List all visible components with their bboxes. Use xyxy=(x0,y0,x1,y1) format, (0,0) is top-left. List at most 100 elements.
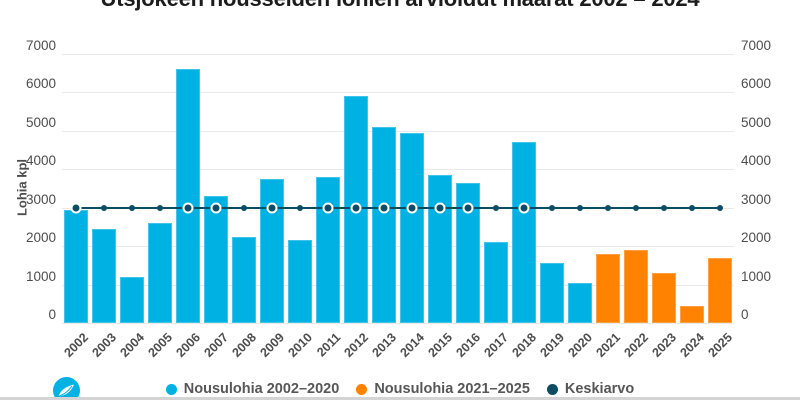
x-tick-label: 2013 xyxy=(369,330,400,360)
y-tick-label: 0 xyxy=(48,307,56,322)
bar-2004 xyxy=(120,276,144,323)
gridline xyxy=(62,284,734,286)
y-tick-label: 6000 xyxy=(741,76,772,92)
bar-2017 xyxy=(484,242,508,323)
bar-2003 xyxy=(92,228,116,323)
x-tick-label: 2008 xyxy=(229,330,260,360)
x-tick-label: 2007 xyxy=(201,330,232,360)
x-tick-label: 2015 xyxy=(425,330,456,360)
average-dot xyxy=(350,202,362,214)
x-tick-label: 2021 xyxy=(593,330,624,360)
bar-2015 xyxy=(428,175,452,323)
y-tick-label: 3000 xyxy=(25,191,56,207)
average-dot xyxy=(493,204,499,211)
average-dot xyxy=(378,202,390,214)
bar-2022 xyxy=(624,250,648,323)
average-dot xyxy=(129,204,135,211)
average-dot xyxy=(661,204,667,211)
luke-logo-icon xyxy=(53,377,80,400)
bar-2019 xyxy=(540,263,564,323)
x-tick-label: 2005 xyxy=(145,330,176,360)
bar-2006 xyxy=(176,69,200,323)
bar-2020 xyxy=(568,282,592,323)
x-tick-label: 2009 xyxy=(257,330,288,360)
x-tick-label: 2004 xyxy=(117,330,148,360)
average-dot xyxy=(549,204,555,211)
average-dot xyxy=(462,202,474,214)
x-tick-label: 2011 xyxy=(314,330,344,360)
x-tick-label: 2023 xyxy=(649,330,680,360)
x-tick-label: 2014 xyxy=(397,330,428,360)
gridline xyxy=(62,323,734,324)
x-tick-label: 2010 xyxy=(285,330,316,360)
legend-label: Keskiarvo xyxy=(564,381,635,397)
gridline xyxy=(62,246,734,248)
legend-dot-teal-icon xyxy=(546,383,558,395)
bar-2013 xyxy=(372,127,396,323)
bar-2011 xyxy=(316,176,340,323)
y-tick-label: 6000 xyxy=(25,76,56,92)
y-tick-label: 5000 xyxy=(25,114,56,130)
x-tick-label: 2019 xyxy=(537,330,568,360)
average-dot xyxy=(241,204,247,211)
average-dot xyxy=(157,204,163,211)
x-tick-label: 2018 xyxy=(509,330,540,360)
y-tick-label: 7000 xyxy=(25,38,56,53)
gridline xyxy=(62,169,734,171)
bar-2023 xyxy=(652,273,676,323)
bar-2024 xyxy=(680,305,704,323)
legend-label: Nousulohia 2021–2025 xyxy=(374,381,530,397)
average-dot xyxy=(689,204,695,211)
gridline xyxy=(62,130,734,132)
average-dot xyxy=(266,202,278,214)
average-dot xyxy=(633,204,639,211)
x-tick-label: 2016 xyxy=(453,330,484,360)
bottom-edge-strip xyxy=(0,397,800,400)
bar-2007 xyxy=(204,196,228,323)
y-tick-label: 4000 xyxy=(741,153,772,169)
y-tick-label: 1000 xyxy=(25,268,56,284)
bar-2021 xyxy=(596,253,620,323)
plot-area xyxy=(62,54,734,324)
x-tick-label: 2025 xyxy=(705,330,736,360)
y-tick-label: 0 xyxy=(741,307,749,322)
average-dot xyxy=(518,202,530,214)
bar-2018 xyxy=(512,142,536,323)
y-tick-label: 7000 xyxy=(741,38,772,53)
bar-2008 xyxy=(232,236,256,323)
average-dot xyxy=(434,202,446,214)
x-tick-label: 2020 xyxy=(565,330,596,360)
bar-2010 xyxy=(288,240,312,323)
average-dot xyxy=(717,204,723,211)
average-dot xyxy=(577,204,583,211)
y-tick-label: 1000 xyxy=(741,268,772,284)
y-tick-label: 5000 xyxy=(741,114,772,130)
bar-2014 xyxy=(400,132,424,323)
x-tick-label: 2002 xyxy=(61,330,92,360)
y-tick-label: 3000 xyxy=(741,191,772,207)
gridline xyxy=(62,92,734,94)
x-tick-label: 2017 xyxy=(481,330,512,360)
bar-2002 xyxy=(64,209,88,323)
legend: Nousulohia 2002–2020 Nousulohia 2021–202… xyxy=(0,381,800,397)
average-dot xyxy=(322,202,334,214)
legend-dot-blue-icon xyxy=(165,383,177,395)
x-tick-label: 2012 xyxy=(341,330,372,360)
y-tick-label: 2000 xyxy=(741,230,772,246)
chart-title: Utsjokeen nousseiden lohien arvioidut mä… xyxy=(0,0,800,12)
average-dot xyxy=(297,204,303,211)
bar-2005 xyxy=(148,223,172,323)
x-tick-label: 2024 xyxy=(677,330,708,360)
legend-label: Nousulohia 2002–2020 xyxy=(183,381,340,397)
x-tick-label: 2006 xyxy=(173,330,204,360)
legend-item-nousulohia-2021-2025: Nousulohia 2021–2025 xyxy=(356,381,530,397)
average-line xyxy=(74,206,722,209)
x-tick-label: 2022 xyxy=(621,330,652,360)
average-dot xyxy=(70,202,82,214)
x-tick-label: 2003 xyxy=(89,330,120,360)
bar-2025 xyxy=(708,257,732,323)
average-dot xyxy=(101,204,107,211)
legend-item-nousulohia-2002-2020: Nousulohia 2002–2020 xyxy=(165,381,340,397)
average-dot xyxy=(210,202,222,214)
